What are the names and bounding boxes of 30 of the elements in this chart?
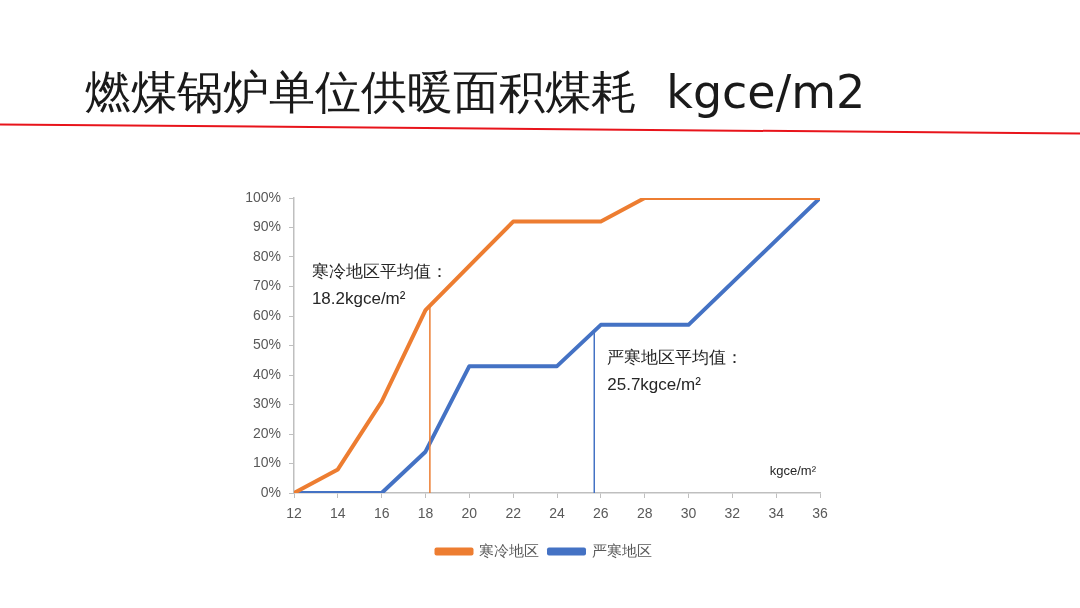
y-tick-label: 70% [252,277,281,294]
y-tick-label: 40% [252,365,281,382]
ref-line-label: 寒冷地区平均值： 18.2kgce/m² [311,262,448,309]
x-tick-label: 14 [330,505,346,522]
x-tick-label: 32 [724,505,741,522]
chart-title: 燃煤锅炉单位供暖面积煤耗 kgce/m2 [85,64,866,121]
y-tick-label: 20% [252,424,281,441]
x-tick-label: 24 [549,505,565,522]
legend-label: 严寒地区 [591,541,652,559]
ref-line-label: 严寒地区平均值： 25.7kgce/m² [607,347,744,394]
y-tick-label: 60% [252,306,281,323]
x-tick-label: 22 [505,505,522,522]
x-tick-label: 26 [593,505,609,522]
x-tick-label: 20 [461,505,478,522]
x-axis-title: kgce/m² [769,462,817,478]
x-tick-label: 30 [680,505,697,522]
y-tick-label: 90% [252,218,281,235]
y-tick-label: 100% [245,188,281,205]
x-tick-label: 12 [286,505,302,522]
x-tick-label: 34 [768,505,785,522]
x-tick-label: 36 [812,505,828,522]
y-tick-label: 80% [252,247,281,264]
x-tick-label: 18 [417,505,434,522]
y-tick-label: 10% [252,454,281,471]
y-tick-label: 0% [260,483,281,500]
y-tick-label: 30% [252,395,281,412]
y-tick-label: 50% [252,336,281,353]
legend-label: 寒冷地区 [479,541,539,559]
x-tick-label: 28 [636,505,653,522]
x-tick-label: 16 [373,505,390,522]
